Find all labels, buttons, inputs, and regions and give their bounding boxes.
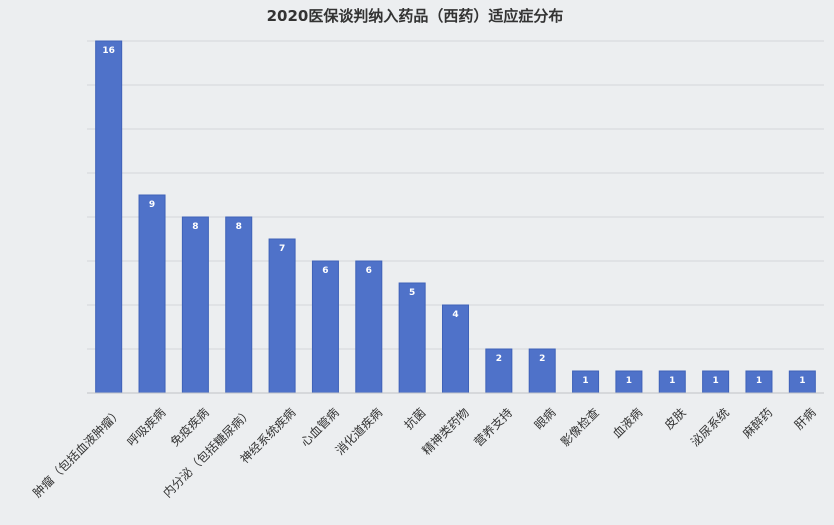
data-label: 1 xyxy=(669,376,675,386)
bar xyxy=(355,260,383,394)
chart-title: 2020医保谈判纳入药品（西药）适应症分布 xyxy=(267,7,564,25)
data-label: 1 xyxy=(799,376,805,386)
data-label: 8 xyxy=(192,222,198,232)
bar xyxy=(181,216,209,394)
category-label: 眼病 xyxy=(531,405,559,433)
data-label: 7 xyxy=(279,244,285,254)
data-label: 9 xyxy=(149,200,155,210)
data-label: 6 xyxy=(366,266,372,276)
category-label: 精神类药物 xyxy=(420,405,472,457)
category-label: 营养支持 xyxy=(471,405,516,450)
data-label: 5 xyxy=(409,288,415,298)
data-label: 1 xyxy=(756,376,762,386)
data-label: 1 xyxy=(626,376,632,386)
data-label: 4 xyxy=(452,310,458,320)
data-label: 16 xyxy=(102,46,115,56)
data-label: 8 xyxy=(236,222,242,232)
category-label: 消化道疾病 xyxy=(332,405,385,458)
bar xyxy=(528,348,556,394)
category-label: 心血管病 xyxy=(297,405,342,450)
data-labels: 16 9 8 8 7 6 6 5 4 2 2 1 1 1 1 1 1 xyxy=(102,46,805,386)
bar xyxy=(268,238,296,394)
data-label: 2 xyxy=(496,354,502,364)
category-label: 血液病 xyxy=(609,405,645,441)
bar xyxy=(485,348,513,394)
category-label: 影像检查 xyxy=(557,405,602,450)
category-label: 肿瘤（包括血液肿瘤） xyxy=(30,405,125,500)
category-label: 泌尿系统 xyxy=(688,405,732,449)
data-label: 6 xyxy=(322,266,328,276)
bars xyxy=(95,40,816,394)
category-label: 麻醉药 xyxy=(739,405,775,441)
bar xyxy=(398,282,426,394)
data-label: 1 xyxy=(712,376,718,386)
category-label: 皮肤 xyxy=(661,405,689,433)
bar xyxy=(225,216,253,394)
data-label: 1 xyxy=(582,376,588,386)
category-label: 抗菌 xyxy=(401,405,429,433)
data-label: 2 xyxy=(539,354,545,364)
gridlines xyxy=(87,40,824,350)
category-label: 免疫疾病 xyxy=(167,405,212,450)
category-label: 呼吸疾病 xyxy=(124,405,169,450)
category-label: 肝病 xyxy=(791,405,819,433)
bar xyxy=(95,40,123,394)
bar xyxy=(138,194,166,394)
bar xyxy=(311,260,339,394)
